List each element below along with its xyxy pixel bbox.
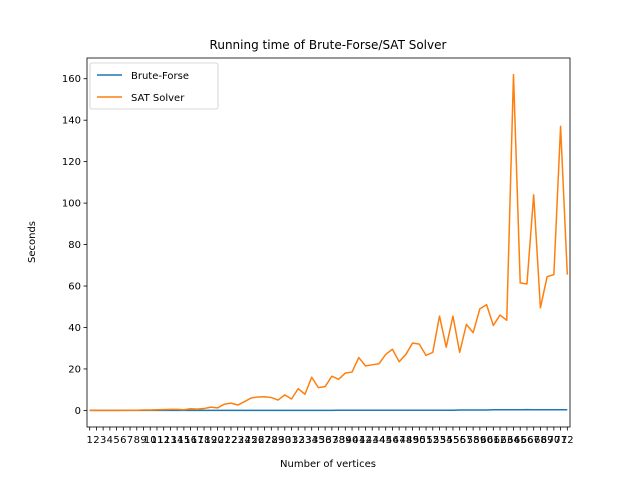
x-tick-label: 42: [359, 435, 372, 446]
x-tick-label: 63: [500, 435, 513, 446]
x-tick-label: 24: [238, 435, 251, 446]
x-tick-label: 72: [561, 435, 574, 446]
x-tick-label: 5: [113, 435, 119, 446]
x-tick-label: 37: [325, 435, 338, 446]
x-tick-label: 16: [184, 435, 197, 446]
y-tick-label: 0: [75, 406, 81, 417]
x-tick-label: 20: [211, 435, 224, 446]
y-tick-label: 80: [68, 240, 81, 251]
x-tick-label: 30: [278, 435, 291, 446]
x-tick-label: 17: [191, 435, 204, 446]
x-tick-label: 58: [467, 435, 480, 446]
x-tick-label: 57: [460, 435, 473, 446]
y-tick-label: 40: [68, 323, 81, 334]
x-tick-label: 68: [534, 435, 547, 446]
x-tick-label: 27: [258, 435, 271, 446]
series-line-sat-solver: [89, 73, 569, 412]
x-tick-label: 55: [447, 435, 460, 446]
x-tick-label: 7: [127, 435, 133, 446]
x-axis-title: Number of vertices: [280, 459, 376, 470]
x-tick-label: 4: [107, 435, 113, 446]
y-tick-label: 160: [62, 74, 81, 85]
x-tick-label: 39: [339, 435, 352, 446]
x-tick-label: 2: [93, 435, 99, 446]
x-tick-label: 54: [440, 435, 453, 446]
x-tick-label: 11: [151, 435, 164, 446]
x-tick-label: 10: [144, 435, 157, 446]
x-tick-label: 12: [157, 435, 170, 446]
x-tick-label: 47: [393, 435, 406, 446]
x-tick-label: 25: [245, 435, 258, 446]
x-tick-label: 53: [433, 435, 446, 446]
x-tick-label: 8: [134, 435, 140, 446]
y-axis-title: Seconds: [27, 221, 38, 263]
x-tick-label: 22: [225, 435, 238, 446]
x-tick-label: 13: [164, 435, 177, 446]
x-tick-label: 26: [251, 435, 264, 446]
x-tick-label: 23: [231, 435, 244, 446]
x-tick-label: 36: [319, 435, 332, 446]
x-tick-label: 67: [527, 435, 540, 446]
y-tick-label: 120: [62, 157, 81, 168]
x-tick-label: 69: [541, 435, 554, 446]
x-tick-label: 60: [480, 435, 493, 446]
x-tick-label: 38: [332, 435, 345, 446]
x-tick-label: 59: [473, 435, 486, 446]
x-tick-label: 34: [305, 435, 318, 446]
x-tick-label: 41: [352, 435, 365, 446]
y-tick-label: 100: [62, 199, 81, 210]
x-tick-label: 48: [399, 435, 412, 446]
x-tick-label: 45: [379, 435, 392, 446]
x-tick-label: 51: [420, 435, 433, 446]
x-tick-label: 15: [178, 435, 191, 446]
x-tick-label: 56: [453, 435, 466, 446]
x-tick-label: 43: [366, 435, 379, 446]
x-tick-label: 46: [386, 435, 399, 446]
plot-lines: [89, 73, 569, 412]
x-tick-label: 14: [171, 435, 184, 446]
x-tick-label: 3: [100, 435, 106, 446]
x-tick-label: 70: [547, 435, 560, 446]
x-tick-label: 32: [292, 435, 305, 446]
x-tick-label: 44: [373, 435, 386, 446]
x-tick-label: 6: [120, 435, 126, 446]
y-axis: 0 20 40 60 80 100 120 140 160: [62, 74, 87, 417]
legend-label-sat-solver: SAT Solver: [131, 93, 185, 104]
x-tick-label: 19: [204, 435, 217, 446]
x-tick-label: 52: [426, 435, 439, 446]
plot-frame: [86, 57, 571, 428]
y-tick-label: 140: [62, 116, 81, 127]
x-tick-label: 61: [487, 435, 500, 446]
x-tick-label: 71: [554, 435, 567, 446]
x-tick-label: 65: [514, 435, 527, 446]
x-tick-label: 66: [521, 435, 534, 446]
x-tick-label: 49: [406, 435, 419, 446]
x-tick-label: 35: [312, 435, 325, 446]
x-tick-label: 1: [87, 435, 93, 446]
legend: Brute-Forse SAT Solver: [89, 62, 219, 110]
y-tick-label: 60: [68, 282, 81, 293]
legend-label-brute-forse: Brute-Forse: [131, 71, 189, 82]
x-tick-label: 33: [299, 435, 312, 446]
x-tick-label: 50: [413, 435, 426, 446]
x-tick-label: 29: [272, 435, 285, 446]
y-tick-label: 20: [68, 364, 81, 375]
x-tick-label: 31: [285, 435, 298, 446]
chart-title: Running time of Brute-Forse/SAT Solver: [210, 38, 447, 52]
x-tick-label: 18: [198, 435, 211, 446]
series-line-brute-forse: [89, 408, 568, 412]
x-tick-label: 21: [218, 435, 231, 446]
x-tick-label: 28: [265, 435, 278, 446]
x-tick-label: 40: [346, 435, 359, 446]
x-axis: 1 2 3 4 5 6 7 8 91011121314151617181920212223242…: [87, 427, 574, 446]
x-tick-label: 64: [507, 435, 520, 446]
x-tick-label: 62: [494, 435, 507, 446]
x-tick-label: 9: [140, 435, 146, 446]
